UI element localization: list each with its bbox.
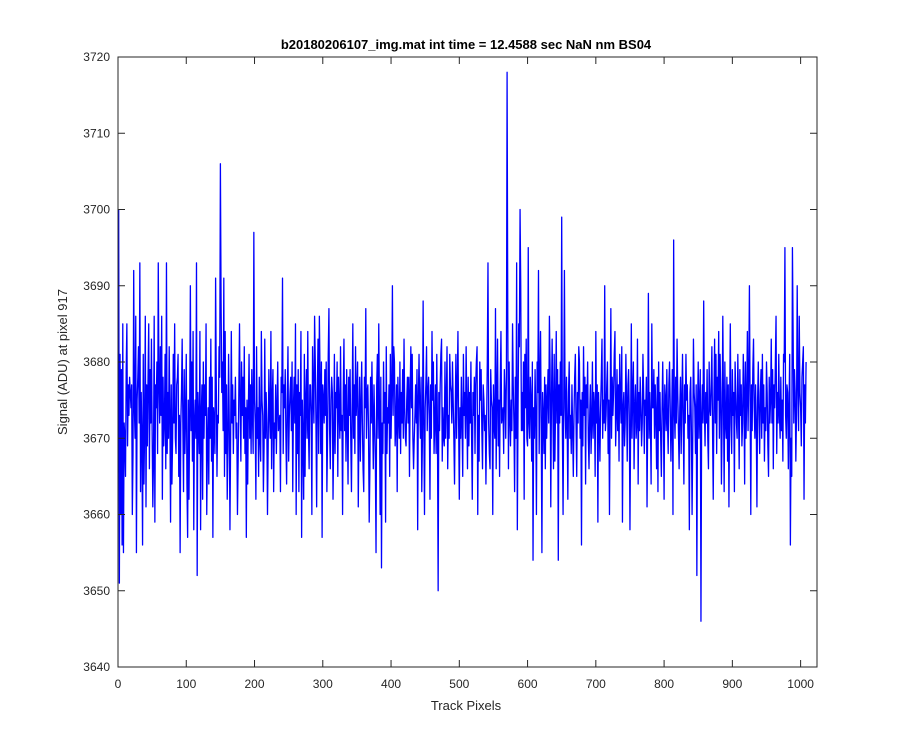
y-axis-title: Signal (ADU) at pixel 917 xyxy=(55,289,70,435)
y-tick-label: 3690 xyxy=(83,279,110,293)
x-axis-title: Track Pixels xyxy=(431,698,502,713)
y-tick-label: 3640 xyxy=(83,660,110,674)
y-tick-label: 3650 xyxy=(83,584,110,598)
x-tick-label: 900 xyxy=(722,677,742,691)
x-tick-label: 0 xyxy=(115,677,122,691)
plot-area xyxy=(117,56,818,668)
x-tick-label: 200 xyxy=(245,677,265,691)
y-tick-label: 3700 xyxy=(83,203,110,217)
chart-title: b20180206107_img.mat int time = 12.4588 … xyxy=(281,37,652,52)
y-axis: 3640 3650 3660 3670 3680 3690 3700 3710 3720 xyxy=(83,50,817,674)
x-tick-label: 700 xyxy=(586,677,606,691)
y-tick-label: 3660 xyxy=(83,508,110,522)
y-tick-label: 3680 xyxy=(83,355,110,369)
x-tick-label: 100 xyxy=(176,677,196,691)
y-tick-label: 3710 xyxy=(83,126,110,140)
y-tick-label: 3720 xyxy=(83,50,110,64)
x-tick-label: 600 xyxy=(518,677,538,691)
x-axis: 0 100 200 300 400 500 600 700 800 900 1000 xyxy=(115,57,814,691)
x-tick-label: 1000 xyxy=(787,677,814,691)
y-tick-label: 3670 xyxy=(83,431,110,445)
x-tick-label: 400 xyxy=(381,677,401,691)
signal-series-line xyxy=(118,71,807,622)
x-tick-label: 300 xyxy=(313,677,333,691)
x-tick-label: 800 xyxy=(654,677,674,691)
x-tick-label: 500 xyxy=(449,677,469,691)
